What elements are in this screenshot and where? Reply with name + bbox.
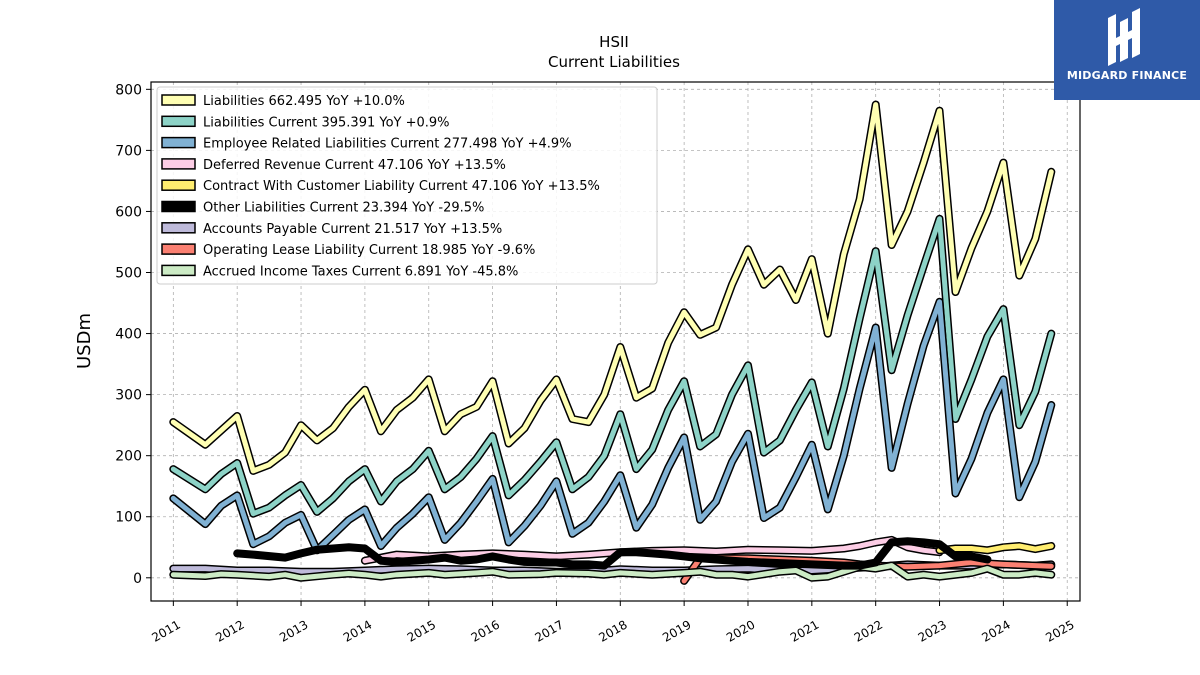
x-tick-label: 2025 [1043, 617, 1076, 644]
y-tick-label: 700 [115, 143, 142, 159]
x-tick-label: 2015 [405, 617, 438, 644]
legend-entry: Liabilities 662.495 YoY +10.0% [203, 94, 405, 109]
legend-entry: Deferred Revenue Current 47.106 YoY +13.… [203, 158, 506, 173]
legend-swatch [161, 200, 196, 213]
y-tick-label: 300 [115, 388, 142, 404]
y-tick-label: 600 [115, 204, 142, 220]
legend-entry: Accrued Income Taxes Current 6.891 YoY -… [203, 264, 518, 279]
x-tick-label: 2014 [341, 617, 374, 644]
legend-entry: Operating Lease Liability Current 18.985… [203, 243, 535, 258]
x-tick-label: 2019 [660, 617, 693, 644]
x-tick-label: 2011 [149, 617, 182, 644]
y-axis-label: USDm [74, 313, 95, 369]
series-stroke [362, 537, 942, 564]
series-stroke [170, 299, 1054, 553]
legend-swatch [161, 264, 196, 277]
x-tick-label: 2016 [469, 617, 502, 644]
midgard-logo-icon [1108, 8, 1140, 66]
legend-box [156, 86, 658, 285]
y-tick-label: 800 [115, 82, 142, 98]
y-tick-label: 400 [115, 327, 142, 343]
legend: Liabilities 662.495 YoY +10.0% Liabilitie… [156, 86, 658, 285]
plot-frame [150, 81, 1081, 602]
series-line [169, 561, 1056, 582]
legend-entry: Employee Related Liabilities Current 277… [203, 137, 572, 152]
x-tick-label: 2012 [213, 617, 246, 644]
legend-swatch [161, 222, 196, 234]
x-axis-ticks: 2011 2012 2013 2014 2015 2016 2017 2018 2019 2020… [149, 601, 1077, 645]
series-line [360, 535, 944, 565]
series-line [233, 537, 992, 570]
x-tick-label: 2018 [596, 617, 629, 644]
legend-entry: Other Liabilities Current 23.394 YoY -29… [203, 201, 484, 216]
series-line [935, 542, 1056, 555]
x-tick-label: 2022 [852, 617, 885, 644]
brand-logo: MIDGARD FINANCE [1054, 0, 1200, 100]
x-tick-label: 2023 [916, 617, 949, 644]
legend-entry: Accounts Payable Current 21.517 YoY +13.… [203, 222, 502, 237]
y-tick-label: 200 [115, 449, 142, 465]
legend-swatch [161, 136, 196, 149]
y-axis-ticks: 0 100 200 300 400 500 600 700 800 [115, 82, 151, 587]
legend-swatch [161, 179, 196, 191]
series-layer [169, 100, 1056, 585]
legend-swatch [161, 94, 196, 106]
y-tick-label: 500 [115, 266, 142, 282]
series-stroke [170, 563, 1054, 581]
chart-title: HSII [599, 33, 629, 51]
legend-swatch [161, 243, 196, 255]
x-tick-label: 2013 [277, 617, 310, 644]
series-stroke [170, 216, 1054, 517]
x-tick-label: 2024 [979, 617, 1012, 644]
series-line [169, 100, 1056, 475]
series-stroke [937, 543, 1054, 553]
brand-name: MIDGARD FINANCE [1066, 69, 1188, 82]
series-stroke [170, 102, 1054, 474]
y-tick-label: 0 [133, 571, 142, 587]
series-stroke [233, 537, 992, 570]
series-line [169, 214, 1056, 518]
legend-entry: Liabilities Current 395.391 YoY +0.9% [203, 115, 450, 130]
chart-subtitle: Current Liabilities [548, 53, 680, 71]
legend-entry: Contract With Customer Liability Current… [203, 179, 600, 194]
x-tick-label: 2020 [724, 617, 757, 644]
y-tick-label: 100 [115, 510, 142, 526]
x-tick-label: 2017 [532, 617, 565, 644]
legend-swatch [161, 115, 196, 128]
legend-swatch [161, 158, 196, 170]
x-tick-label: 2021 [788, 617, 821, 644]
series-line [169, 297, 1056, 555]
